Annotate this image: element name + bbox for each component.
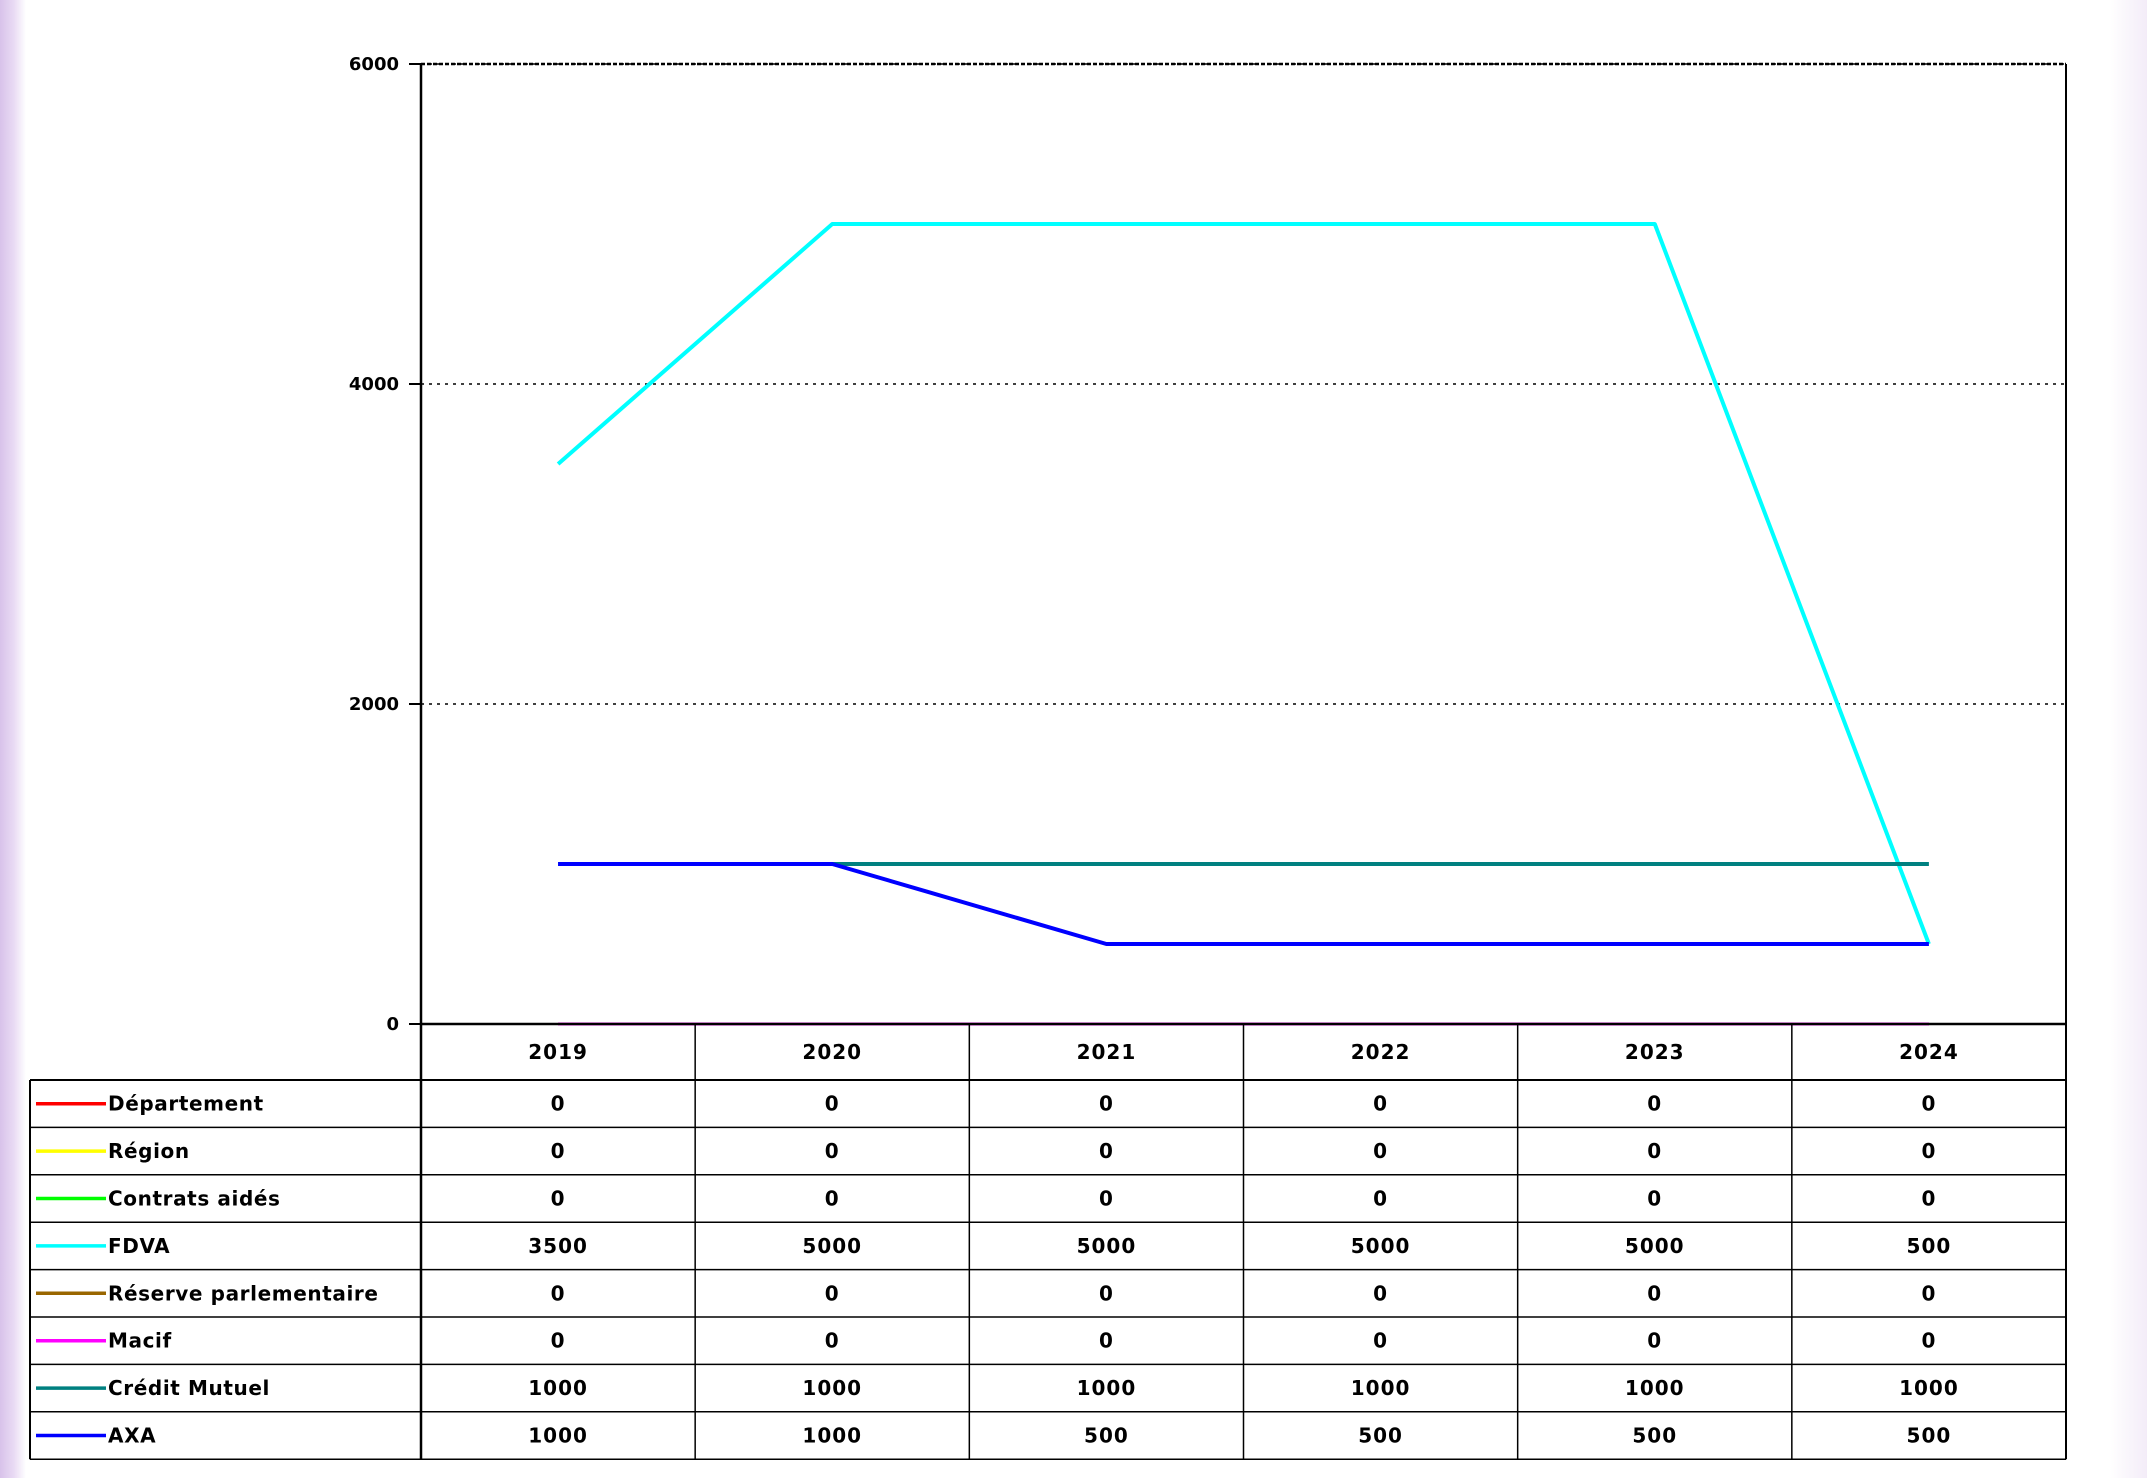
table-cell: 0 (1647, 1187, 1662, 1211)
table-cell: 5000 (1351, 1234, 1411, 1258)
table-cell: 0 (1373, 1139, 1388, 1163)
table-cell: 1000 (1899, 1376, 1959, 1400)
data-table: 2019 2020 2021 2022 2023 2024 Département 0 0 0 0 0… (29, 1022, 2067, 1460)
legend-label: Contrats aidés (108, 1187, 281, 1211)
table-cell: 500 (1084, 1424, 1129, 1448)
y-tick-label: 0 (386, 1014, 399, 1035)
table-cell: 0 (825, 1092, 840, 1116)
table-cell: 500 (1358, 1424, 1403, 1448)
table-cell: 500 (1907, 1424, 1952, 1448)
table-cell: 0 (1099, 1139, 1114, 1163)
table-cell: 0 (1373, 1187, 1388, 1211)
x-category-label: 2023 (1625, 1040, 1685, 1064)
table-cell: 0 (1373, 1281, 1388, 1305)
table-cell: 5000 (802, 1234, 862, 1258)
legend-label: Département (108, 1092, 264, 1116)
table-cell: 0 (1921, 1281, 1936, 1305)
table-cell: 3500 (528, 1234, 588, 1258)
legend-label: Région (108, 1139, 190, 1163)
legend-label: AXA (108, 1424, 156, 1448)
legend-label: Réserve parlementaire (108, 1281, 379, 1305)
table-cell: 1000 (1625, 1376, 1685, 1400)
table-cell: 1000 (802, 1424, 862, 1448)
table-cell: 0 (551, 1092, 566, 1116)
table-cell: 0 (1647, 1139, 1662, 1163)
table-cell: 0 (825, 1139, 840, 1163)
table-cell: 5000 (1625, 1234, 1685, 1258)
table-cell: 500 (1907, 1234, 1952, 1258)
y-tick-label: 2000 (349, 694, 399, 715)
table-cell: 0 (1921, 1139, 1936, 1163)
table-cell: 0 (1921, 1187, 1936, 1211)
table-cell: 5000 (1077, 1234, 1137, 1258)
table-cell: 0 (551, 1329, 566, 1353)
x-category-label: 2024 (1899, 1040, 1959, 1064)
y-tick-label: 6000 (349, 54, 399, 75)
table-cell: 1000 (528, 1424, 588, 1448)
legend-label: Crédit Mutuel (108, 1376, 270, 1400)
table-cell: 1000 (528, 1376, 588, 1400)
series-line (558, 862, 1929, 946)
y-tick-label: 4000 (349, 374, 399, 395)
table-cell: 1000 (1351, 1376, 1411, 1400)
x-category-label: 2019 (528, 1040, 588, 1064)
table-cell: 0 (1099, 1281, 1114, 1305)
series-lines (556, 222, 1931, 1026)
x-category-label: 2022 (1351, 1040, 1411, 1064)
table-cell: 0 (551, 1139, 566, 1163)
table-cell: 0 (1373, 1329, 1388, 1353)
table-cell: 0 (551, 1187, 566, 1211)
table-cell: 0 (1373, 1092, 1388, 1116)
table-cell: 0 (825, 1187, 840, 1211)
table-cell: 0 (1099, 1329, 1114, 1353)
table-cell: 0 (1647, 1329, 1662, 1353)
table-cell: 0 (825, 1281, 840, 1305)
table-cell: 0 (1647, 1092, 1662, 1116)
series-line (556, 222, 1931, 945)
table-cell: 0 (1099, 1187, 1114, 1211)
table-cell: 0 (1099, 1092, 1114, 1116)
table-cell: 500 (1632, 1424, 1677, 1448)
table-cell: 1000 (802, 1376, 862, 1400)
gridlines (421, 63, 2066, 705)
legend-label: FDVA (108, 1234, 170, 1258)
table-cell: 0 (825, 1329, 840, 1353)
table-cell: 0 (1647, 1281, 1662, 1305)
table-cell: 0 (1921, 1329, 1936, 1353)
table-cell: 1000 (1077, 1376, 1137, 1400)
axes: 0 2000 4000 6000 (349, 54, 2067, 1035)
table-cell: 0 (551, 1281, 566, 1305)
legend-label: Macif (108, 1329, 172, 1353)
x-category-label: 2021 (1077, 1040, 1137, 1064)
table-cell: 0 (1921, 1092, 1936, 1116)
x-category-label: 2020 (802, 1040, 862, 1064)
